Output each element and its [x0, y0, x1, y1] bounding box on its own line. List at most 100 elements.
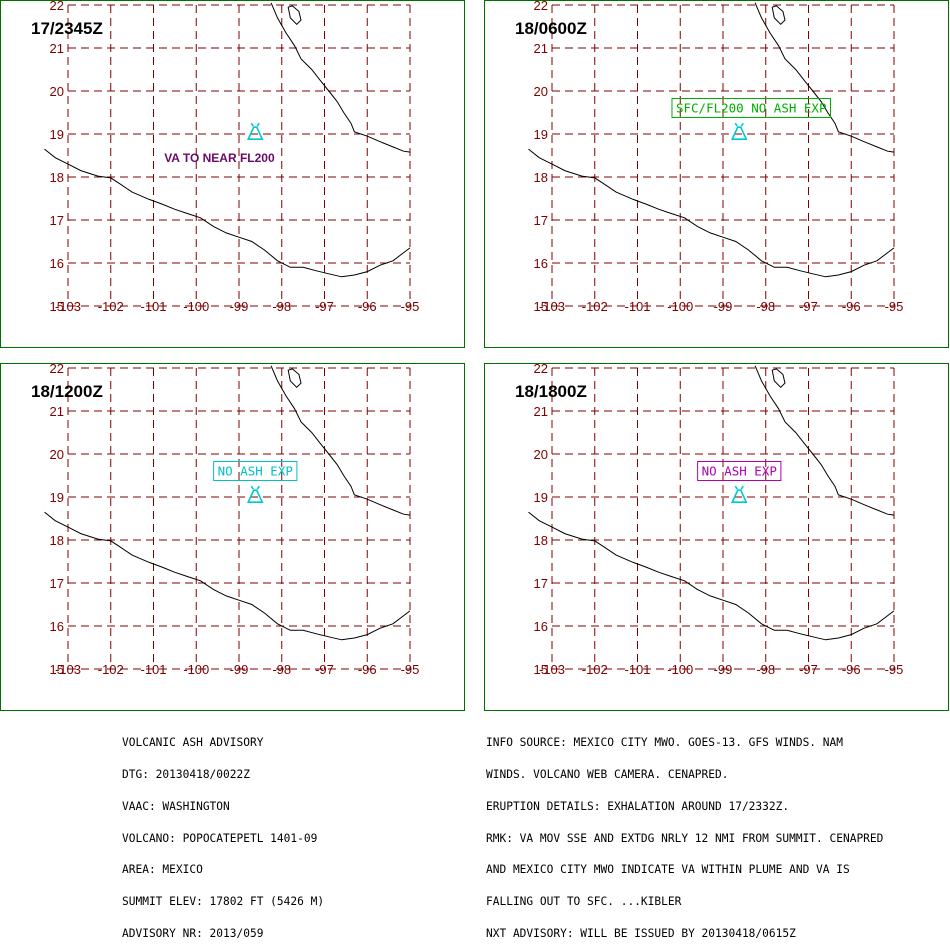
- advisory-details-text: INFO SOURCE: MEXICO CITY MWO. GOES-13. G…: [486, 717, 883, 950]
- volcano-triangle-icon: [732, 486, 746, 502]
- latitude-tick-label: 18: [50, 533, 64, 548]
- latitude-tick-label: 17: [534, 213, 548, 228]
- map-panel-1: 2221201918171615-103-102-101-100-99-98-9…: [0, 0, 465, 348]
- coastal-lagoon: [288, 369, 301, 387]
- longitude-tick-label: -95: [401, 299, 420, 314]
- latitude-tick-label: 20: [50, 84, 64, 99]
- longitude-tick-label: -96: [842, 662, 861, 677]
- volcano-triangle-icon: [248, 486, 262, 502]
- longitude-tick-label: -100: [183, 299, 209, 314]
- longitude-tick-label: -103: [55, 299, 81, 314]
- longitude-tick-label: -95: [885, 299, 904, 314]
- longitude-tick-label: -99: [230, 299, 249, 314]
- coastal-lagoon: [772, 6, 785, 24]
- latitude-tick-label: 18: [50, 170, 64, 185]
- latitude-tick-label: 16: [50, 619, 64, 634]
- longitude-tick-label: -101: [624, 299, 650, 314]
- longitude-tick-label: -102: [582, 662, 608, 677]
- longitude-tick-label: -95: [401, 662, 420, 677]
- latitude-tick-label: 20: [534, 447, 548, 462]
- pacific-coastline: [45, 149, 411, 277]
- panel-time-label: 18/1200Z: [31, 382, 103, 402]
- latitude-tick-label: 19: [50, 490, 64, 505]
- longitude-tick-label: -103: [55, 662, 81, 677]
- latitude-tick-label: 19: [50, 127, 64, 142]
- latitude-tick-label: 20: [534, 84, 548, 99]
- latitude-tick-label: 21: [534, 404, 548, 419]
- panel-annotation: NO ASH EXP: [218, 464, 293, 479]
- map-panel-4: 2221201918171615-103-102-101-100-99-98-9…: [484, 363, 949, 711]
- latitude-tick-label: 17: [534, 576, 548, 591]
- advisory-line: RMK: VA MOV SSE AND EXTDG NRLY 12 NMI FR…: [486, 834, 883, 845]
- pacific-coastline: [529, 512, 895, 640]
- latitude-tick-label: 19: [534, 127, 548, 142]
- advisory-line: VOLCANIC ASH ADVISORY: [122, 738, 324, 749]
- pacific-coastline: [529, 149, 895, 277]
- longitude-tick-label: -103: [539, 299, 565, 314]
- advisory-line: AND MEXICO CITY MWO INDICATE VA WITHIN P…: [486, 865, 883, 876]
- longitude-tick-label: -97: [799, 299, 818, 314]
- latitude-tick-label: 16: [50, 256, 64, 271]
- coastal-lagoon: [772, 369, 785, 387]
- longitude-tick-label: -102: [98, 299, 124, 314]
- coastal-lagoon: [288, 6, 301, 24]
- map-canvas-1: 2221201918171615-103-102-101-100-99-98-9…: [1, 1, 466, 349]
- longitude-tick-label: -99: [714, 662, 733, 677]
- advisory-line: VAAC: WASHINGTON: [122, 802, 324, 813]
- latitude-tick-label: 17: [50, 576, 64, 591]
- panel-time-label: 17/2345Z: [31, 19, 103, 39]
- longitude-tick-label: -97: [799, 662, 818, 677]
- longitude-tick-label: -97: [315, 299, 334, 314]
- longitude-tick-label: -96: [358, 299, 377, 314]
- advisory-line: VOLCANO: POPOCATEPETL 1401-09: [122, 834, 324, 845]
- latitude-tick-label: 22: [50, 361, 64, 376]
- longitude-tick-label: -103: [539, 662, 565, 677]
- panel-annotation: NO ASH EXP: [702, 464, 777, 479]
- advisory-line: WINDS. VOLCANO WEB CAMERA. CENAPRED.: [486, 770, 883, 781]
- volcano-triangle-icon: [248, 123, 262, 139]
- longitude-tick-label: -102: [582, 299, 608, 314]
- panel-annotation: SFC/FL200 NO ASH EXP: [676, 101, 827, 116]
- longitude-tick-label: -98: [756, 299, 775, 314]
- latitude-tick-label: 22: [50, 0, 64, 13]
- latitude-tick-label: 18: [534, 533, 548, 548]
- longitude-tick-label: -99: [714, 299, 733, 314]
- latitude-tick-label: 17: [50, 213, 64, 228]
- advisory-line: ADVISORY NR: 2013/059: [122, 929, 324, 940]
- pacific-coastline: [45, 512, 411, 640]
- latitude-tick-label: 20: [50, 447, 64, 462]
- advisory-line: INFO SOURCE: MEXICO CITY MWO. GOES-13. G…: [486, 738, 883, 749]
- longitude-tick-label: -95: [885, 662, 904, 677]
- map-panel-2: 2221201918171615-103-102-101-100-99-98-9…: [484, 0, 949, 348]
- longitude-tick-label: -96: [358, 662, 377, 677]
- latitude-tick-label: 21: [50, 404, 64, 419]
- latitude-tick-label: 21: [50, 41, 64, 56]
- advisory-line: FALLING OUT TO SFC. ...KIBLER: [486, 897, 883, 908]
- map-canvas-3: 2221201918171615-103-102-101-100-99-98-9…: [1, 364, 466, 712]
- longitude-tick-label: -101: [140, 299, 166, 314]
- longitude-tick-label: -98: [756, 662, 775, 677]
- advisory-line: NXT ADVISORY: WILL BE ISSUED BY 20130418…: [486, 929, 883, 940]
- gulf-coastline: [271, 3, 410, 152]
- latitude-tick-label: 18: [534, 170, 548, 185]
- panel-time-label: 18/0600Z: [515, 19, 587, 39]
- latitude-tick-label: 22: [534, 0, 548, 13]
- gulf-coastline: [755, 366, 894, 515]
- longitude-tick-label: -101: [140, 662, 166, 677]
- panel-time-label: 18/1800Z: [515, 382, 587, 402]
- longitude-tick-label: -96: [842, 299, 861, 314]
- longitude-tick-label: -101: [624, 662, 650, 677]
- advisory-line: DTG: 20130418/0022Z: [122, 770, 324, 781]
- map-canvas-2: 2221201918171615-103-102-101-100-99-98-9…: [485, 1, 950, 349]
- advisory-line: AREA: MEXICO: [122, 865, 324, 876]
- panel-annotation: VA TO NEAR FL200: [164, 151, 275, 165]
- map-panel-3: 2221201918171615-103-102-101-100-99-98-9…: [0, 363, 465, 711]
- longitude-tick-label: -100: [667, 662, 693, 677]
- latitude-tick-label: 16: [534, 619, 548, 634]
- longitude-tick-label: -98: [272, 299, 291, 314]
- longitude-tick-label: -102: [98, 662, 124, 677]
- latitude-tick-label: 19: [534, 490, 548, 505]
- longitude-tick-label: -98: [272, 662, 291, 677]
- gulf-coastline: [271, 366, 410, 515]
- latitude-tick-label: 22: [534, 361, 548, 376]
